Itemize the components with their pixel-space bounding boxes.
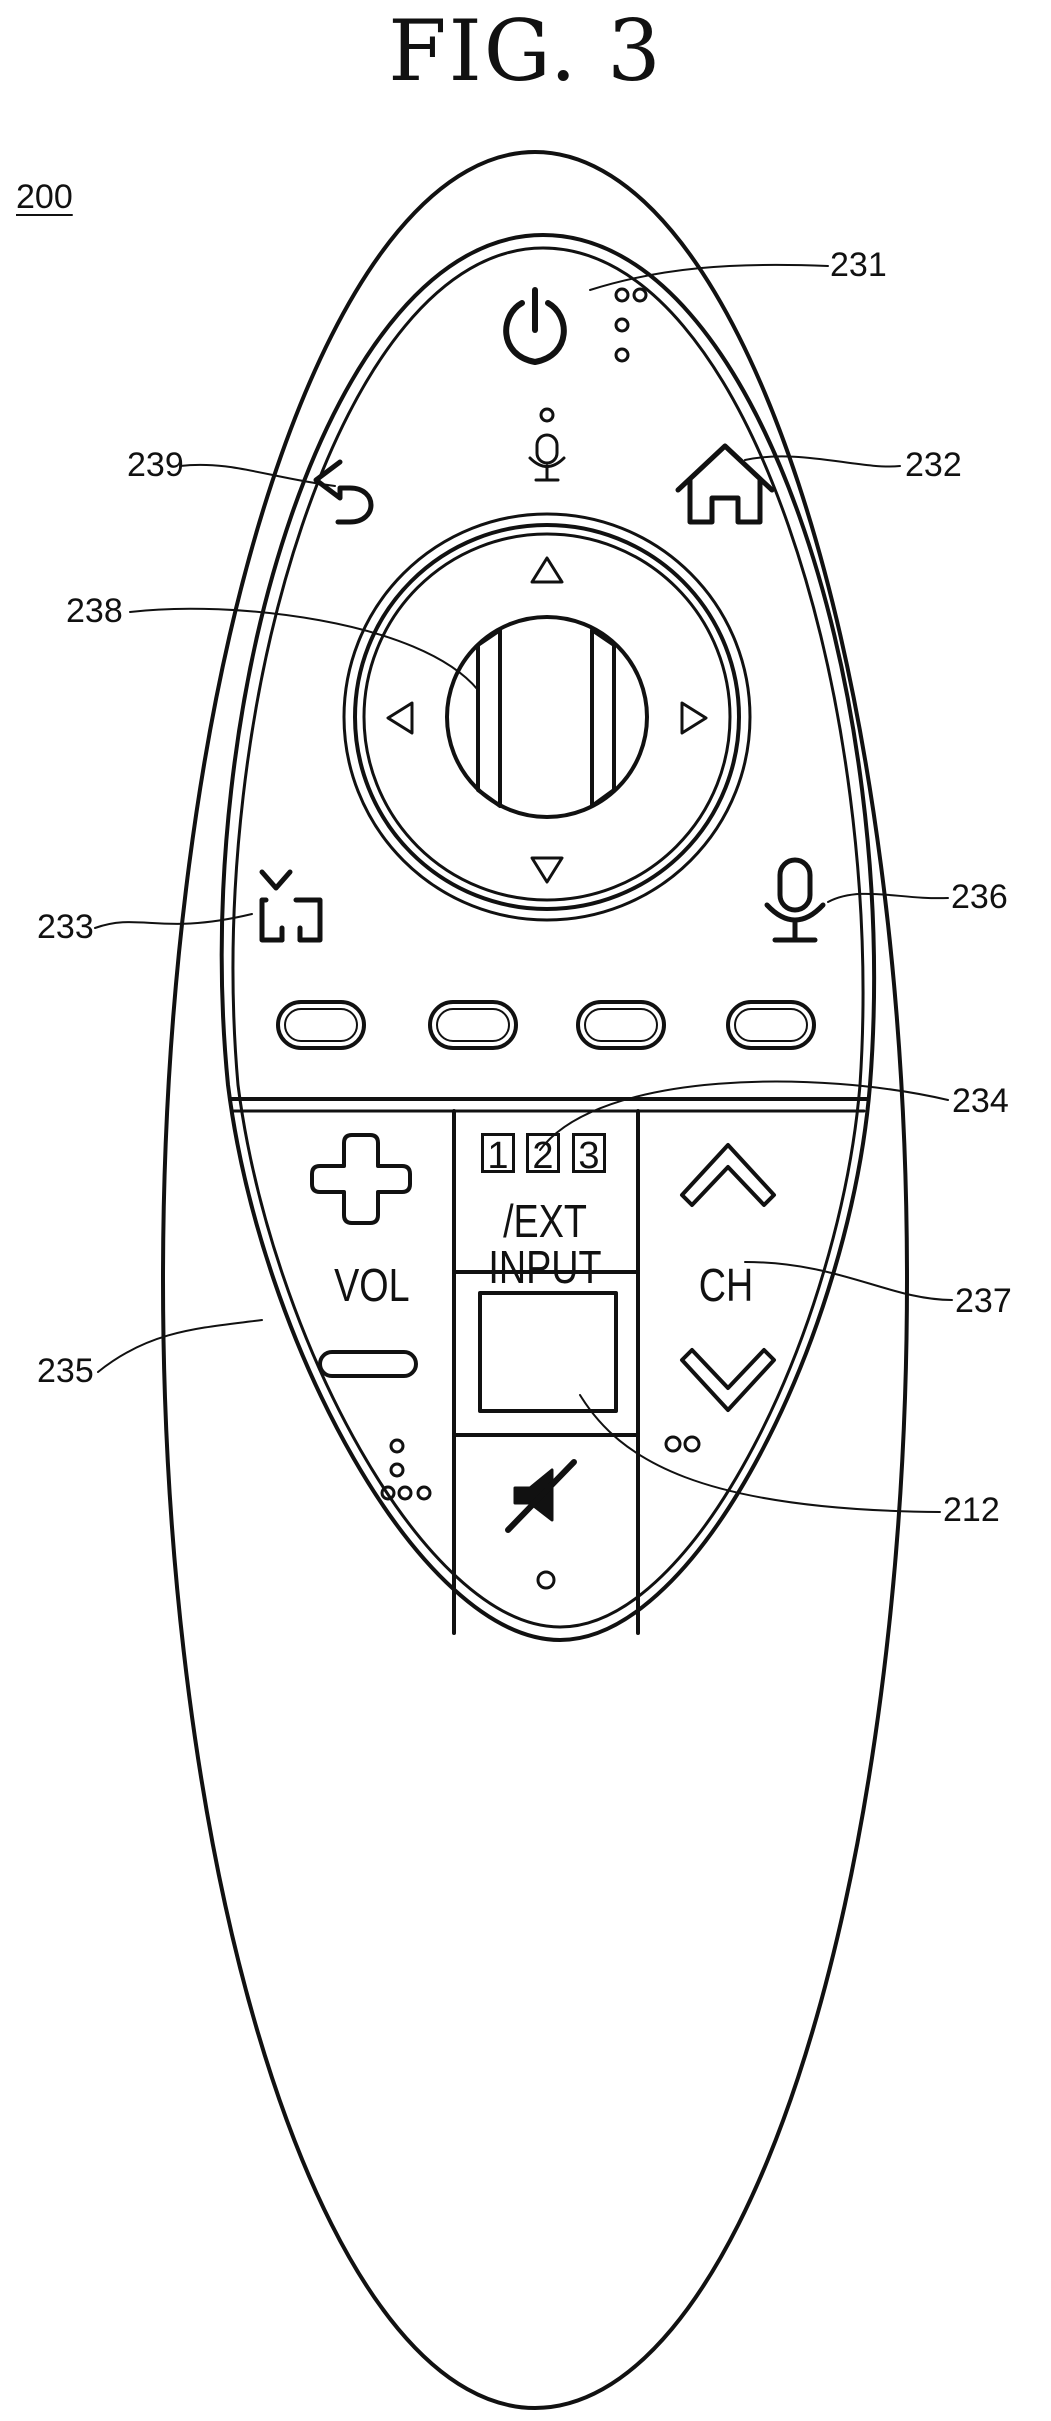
chevron-up-icon [682,1145,774,1205]
chevron-down-icon [682,1350,774,1410]
arrow-left-icon [388,703,412,733]
minus-icon [320,1352,416,1376]
input-icon [262,872,320,940]
arrow-up-icon [532,558,562,582]
braille-dots-volume [382,1440,430,1499]
power-icon [506,290,564,362]
small-mic-icon [530,409,564,480]
braille-dots-power [616,289,646,361]
scroll-wheel [447,617,647,817]
mute-icon [508,1462,574,1530]
number-key-3[interactable]: 3 [572,1133,606,1173]
braille-dots-channel [666,1437,699,1451]
display-screen [480,1293,616,1411]
arrow-right-icon [682,703,706,733]
voice-mic-icon [767,860,823,940]
back-icon [316,462,371,522]
ch-label: CH [693,1262,759,1308]
arrow-down-icon [532,858,562,882]
button-panel-outline-inner [233,248,863,1627]
mute-dot [538,1572,554,1588]
number-key-1[interactable]: 1 [481,1133,515,1173]
plus-icon [312,1135,410,1223]
ext-input-label: /EXT INPUT [459,1198,631,1290]
vol-label: VOL [334,1262,408,1308]
number-key-2[interactable]: 2 [526,1133,560,1173]
